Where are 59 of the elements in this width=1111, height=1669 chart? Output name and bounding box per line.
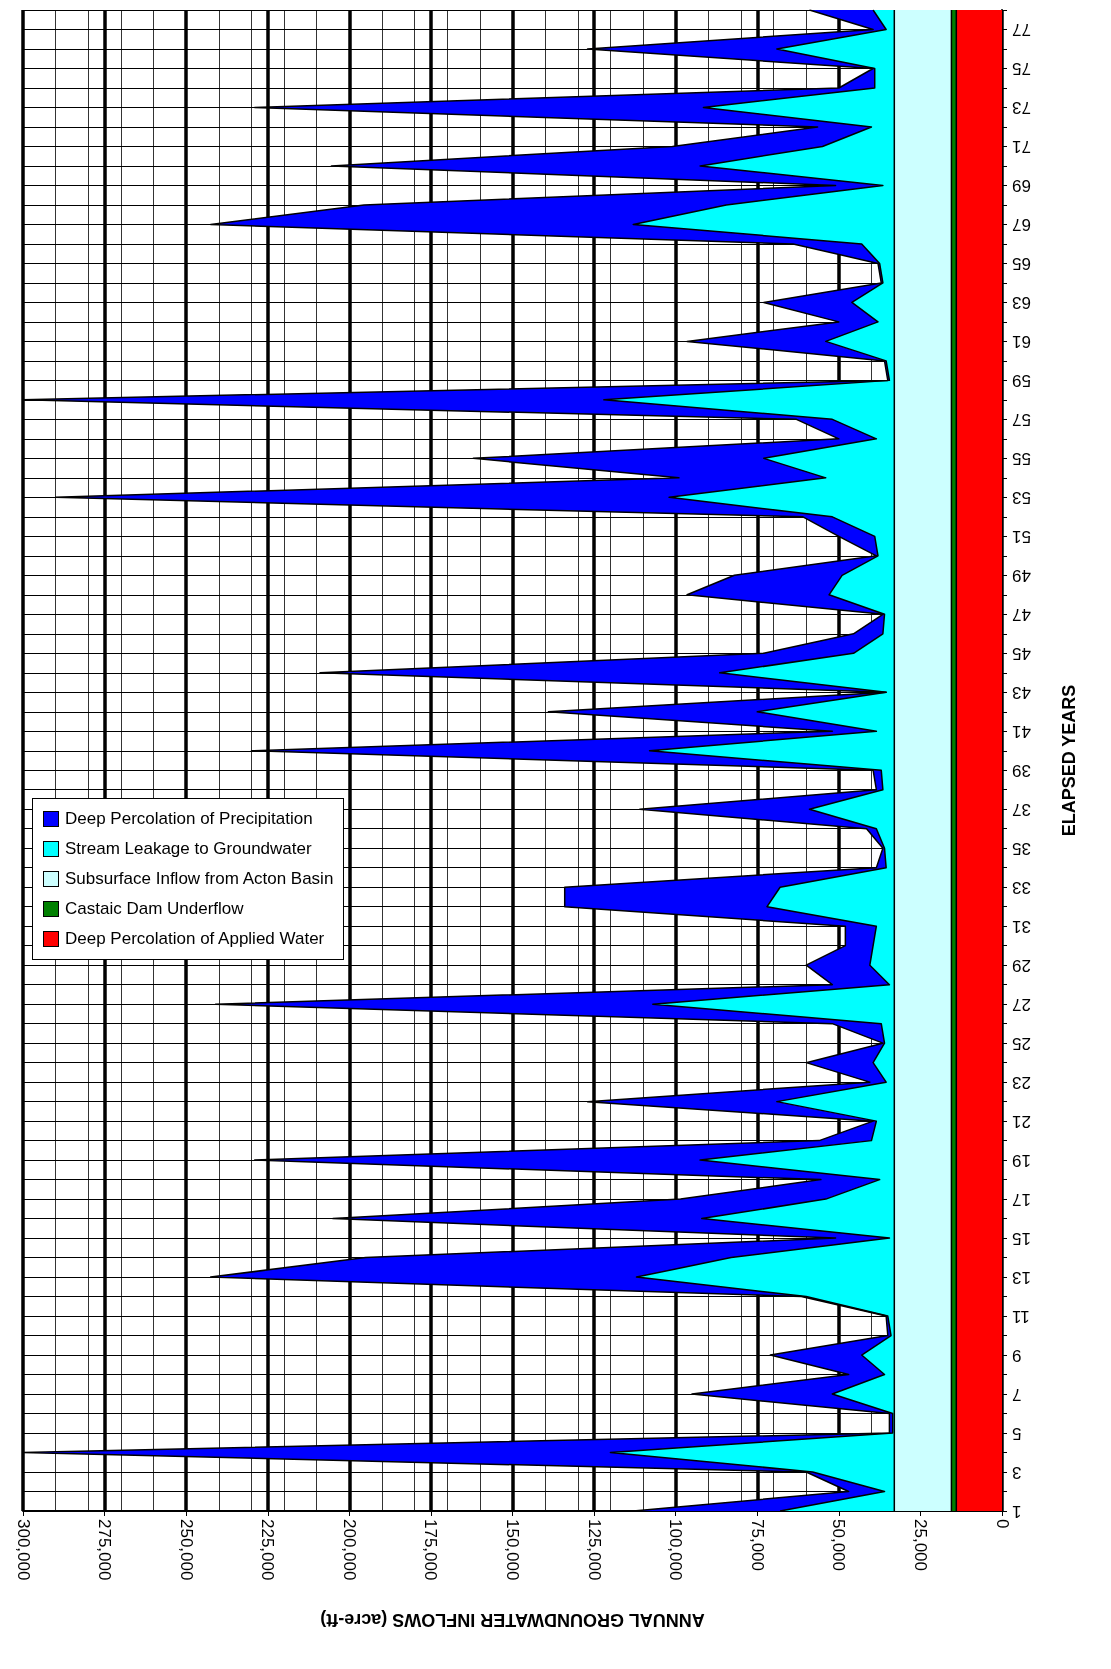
y-tick-label: 73 [1012, 97, 1031, 117]
x-tick-label: 150,000 [503, 1519, 522, 1581]
legend-label: Subsurface Inflow from Acton Basin [65, 868, 334, 890]
y-tick-label: 65 [1012, 253, 1031, 273]
x-tick-label: 50,000 [829, 1519, 849, 1571]
x-tick-label: 200,000 [339, 1519, 359, 1581]
y-tick-label: 45 [1012, 643, 1031, 663]
x-tick-label: 300,000 [13, 1519, 33, 1581]
legend-label: Castaic Dam Underflow [65, 898, 244, 920]
legend-label: Deep Percolation of Precipitation [65, 808, 313, 830]
y-tick-label: 1 [1012, 1501, 1022, 1521]
y-axis-title: ELAPSED YEARS [1059, 684, 1079, 837]
y-tick-label: 31 [1012, 916, 1031, 936]
y-tick-label: 43 [1012, 682, 1031, 702]
y-tick-label: 37 [1012, 799, 1031, 819]
y-tick-label: 59 [1012, 370, 1031, 390]
x-tick-label: 125,000 [584, 1519, 604, 1581]
y-tick-label: 49 [1012, 565, 1031, 585]
x-tick-label: 250,000 [176, 1519, 196, 1581]
y-tick-label: 69 [1012, 175, 1031, 195]
y-tick-label: 47 [1012, 604, 1031, 624]
y-tick-label: 55 [1012, 448, 1031, 468]
x-axis-title: ANNUAL GROUNDWATER INFLOWS (acre-ft) [320, 1610, 705, 1630]
x-tick-label: 25,000 [910, 1519, 930, 1571]
legend-label: Stream Leakage to Groundwater [65, 838, 312, 860]
y-tick-label: 53 [1012, 487, 1031, 507]
y-tick-label: 25 [1012, 1033, 1031, 1053]
y-tick-label: 41 [1012, 721, 1031, 741]
x-tick-label: 275,000 [95, 1519, 115, 1581]
y-tick-label: 39 [1012, 760, 1031, 780]
y-tick-label: 17 [1012, 1189, 1031, 1209]
y-tick-label: 19 [1012, 1150, 1031, 1170]
y-tick-label: 5 [1012, 1423, 1022, 1443]
y-tick-label: 3 [1012, 1462, 1022, 1482]
x-tick-label: 0 [992, 1519, 1012, 1529]
y-tick-label: 57 [1012, 409, 1031, 429]
y-tick-label: 77 [1012, 19, 1031, 39]
y-tick-label: 11 [1012, 1306, 1030, 1326]
y-tick-label: 63 [1012, 292, 1031, 312]
y-tick-label: 75 [1012, 58, 1031, 78]
legend-label: Deep Percolation of Applied Water [65, 928, 325, 950]
x-tick-label: 225,000 [258, 1519, 278, 1581]
y-tick-label: 15 [1012, 1228, 1031, 1248]
y-tick-label: 21 [1012, 1111, 1031, 1131]
y-tick-label: 23 [1012, 1072, 1031, 1092]
y-tick-label: 61 [1012, 331, 1031, 351]
x-tick-label: 175,000 [421, 1519, 441, 1581]
y-tick-label: 33 [1012, 877, 1031, 897]
y-tick-label: 27 [1012, 994, 1031, 1014]
y-tick-label: 29 [1012, 955, 1031, 975]
y-tick-label: 35 [1012, 838, 1031, 858]
y-tick-label: 9 [1012, 1345, 1022, 1365]
y-tick-label: 51 [1012, 526, 1031, 546]
x-tick-label: 100,000 [666, 1519, 686, 1581]
y-tick-label: 67 [1012, 214, 1031, 234]
y-tick-label: 7 [1012, 1384, 1022, 1404]
y-tick-label: 71 [1012, 136, 1031, 156]
y-tick-label: 13 [1012, 1267, 1031, 1287]
x-tick-label: 75,000 [747, 1519, 767, 1571]
